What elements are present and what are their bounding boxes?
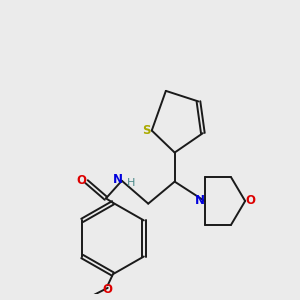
Text: H: H — [127, 178, 135, 188]
Text: N: N — [112, 173, 123, 186]
Text: O: O — [76, 174, 86, 187]
Text: O: O — [245, 194, 255, 207]
Text: O: O — [102, 284, 112, 296]
Text: S: S — [142, 124, 150, 136]
Text: N: N — [195, 194, 205, 207]
